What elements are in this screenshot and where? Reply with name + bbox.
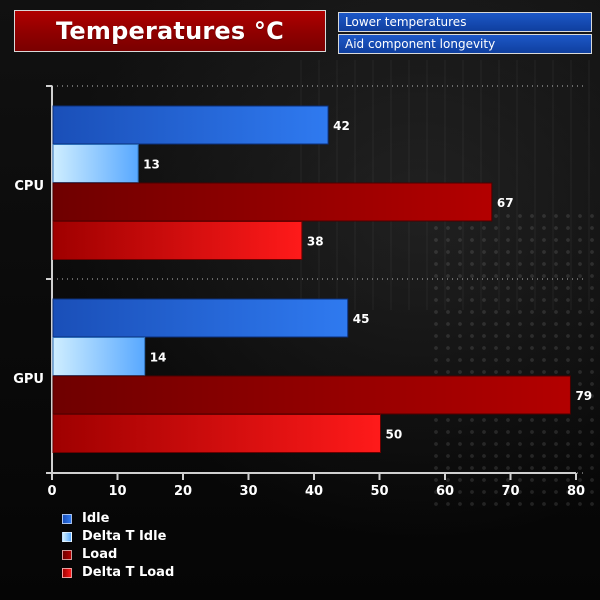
legend-item-idle: Idle (62, 510, 174, 528)
data-label-gpu-load: 79 (575, 389, 592, 403)
legend-swatch-delta-t-idle (62, 532, 72, 542)
bar-gpu-delta-t-idle (52, 337, 146, 376)
x-tick-label-50: 50 (370, 484, 388, 499)
legend-swatch-load (62, 550, 72, 560)
x-tick-label-30: 30 (239, 484, 257, 499)
legend-label-delta-t-idle: Delta T Idle (82, 529, 167, 544)
x-tick-label-20: 20 (174, 484, 192, 499)
category-label-gpu: GPU (13, 372, 44, 387)
x-tick-label-40: 40 (305, 484, 323, 499)
legend-label-delta-t-load: Delta T Load (82, 565, 175, 580)
bar-cpu-idle (52, 105, 329, 145)
bar-gpu-delta-t-load (52, 414, 381, 453)
legend-label-load: Load (82, 547, 118, 562)
background-grille (430, 210, 600, 510)
data-label-gpu-idle: 45 (353, 312, 370, 326)
data-label-gpu-delta-t-idle: 14 (150, 351, 167, 365)
x-tick-label-10: 10 (108, 484, 126, 499)
bar-gpu-idle (52, 298, 349, 338)
x-tick-label-60: 60 (436, 484, 454, 499)
legend-item-load: Load (62, 546, 174, 564)
chart-title: Temperatures °C (14, 10, 326, 52)
x-tick-label-70: 70 (501, 484, 519, 499)
x-tick-label-80: 80 (567, 484, 585, 499)
note-aid-component-longevity: Aid component longevity (338, 34, 592, 54)
bar-cpu-delta-t-load (52, 221, 303, 260)
data-label-cpu-load: 67 (497, 196, 514, 210)
note-lower-temperatures: Lower temperatures (338, 12, 592, 32)
legend-item-delta-t-load: Delta T Load (62, 564, 174, 582)
bar-cpu-delta-t-idle (52, 144, 139, 183)
legend-swatch-delta-t-load (62, 568, 72, 578)
x-tick-label-0: 0 (47, 484, 56, 499)
category-label-cpu: CPU (14, 179, 44, 194)
legend: Idle Delta T Idle Load Delta T Load (62, 510, 174, 582)
data-label-cpu-idle: 42 (333, 119, 350, 133)
data-label-gpu-delta-t-load: 50 (386, 428, 403, 442)
legend-item-delta-t-idle: Delta T Idle (62, 528, 174, 546)
legend-label-idle: Idle (82, 511, 110, 526)
data-label-cpu-delta-t-idle: 13 (143, 158, 160, 172)
legend-swatch-idle (62, 514, 72, 524)
bar-gpu-load (52, 375, 571, 415)
bar-cpu-load (52, 182, 493, 222)
data-label-cpu-delta-t-load: 38 (307, 235, 324, 249)
